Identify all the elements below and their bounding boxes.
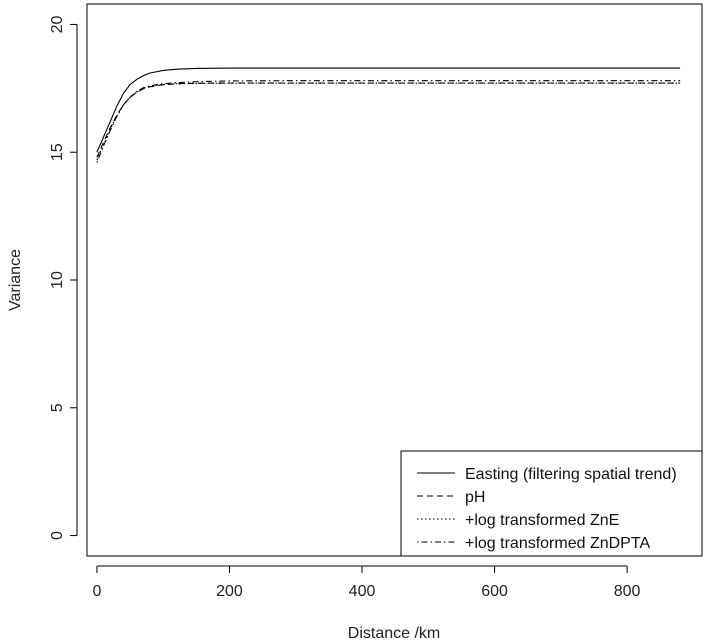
x-tick-label: 600 bbox=[481, 583, 508, 600]
x-axis-title: Distance /km bbox=[348, 625, 440, 642]
y-axis: 0 5 10 15 20 bbox=[49, 15, 78, 540]
series-line-1 bbox=[96, 67, 681, 153]
plot-area-frame bbox=[86, 3, 703, 557]
legend-label-4: +log transformed ZnDPTA bbox=[465, 535, 650, 552]
legend-box bbox=[400, 450, 703, 557]
y-tick-label: 0 bbox=[49, 531, 66, 540]
x-tick-label: 800 bbox=[614, 583, 641, 600]
legend-label-1: Easting (filtering spatial trend) bbox=[465, 466, 677, 483]
legend: Easting (filtering spatial trend) pH +log … bbox=[400, 450, 703, 557]
x-tick-label: 400 bbox=[349, 583, 376, 600]
legend-label-2: pH bbox=[465, 489, 485, 506]
series-line-4 bbox=[96, 80, 681, 163]
series-line-2 bbox=[96, 82, 681, 158]
y-tick-label: 15 bbox=[49, 143, 66, 161]
series-line-3 bbox=[96, 82, 681, 161]
x-tick-label: 0 bbox=[92, 583, 101, 600]
x-axis: 0 200 400 600 800 bbox=[92, 565, 641, 600]
series-layer bbox=[96, 67, 681, 163]
y-tick-label: 10 bbox=[49, 271, 66, 289]
legend-label-3: +log transformed ZnE bbox=[465, 512, 619, 529]
y-tick-label: 20 bbox=[49, 15, 66, 33]
y-tick-label: 5 bbox=[49, 403, 66, 412]
x-tick-label: 200 bbox=[216, 583, 243, 600]
y-axis-title: Variance bbox=[7, 249, 24, 311]
